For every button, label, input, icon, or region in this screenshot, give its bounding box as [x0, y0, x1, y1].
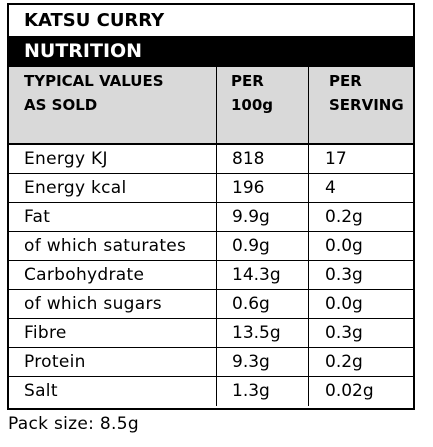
row-saturates-serving: 0.0g — [309, 232, 413, 261]
row-fat-label: Fat — [9, 203, 217, 232]
row-energy-kj-label: Energy KJ — [9, 145, 217, 174]
row-energy-kcal-per100: 196 — [217, 174, 309, 203]
pack-size: Pack size: 8.5g — [8, 414, 139, 434]
header-per-100g: PER 100g — [217, 67, 309, 145]
row-salt-serving: 0.02g — [325, 381, 374, 401]
row-fibre-label: Fibre — [9, 319, 217, 348]
row-carbohydrate-per100: 14.3g — [217, 261, 309, 290]
row-salt-label: Salt — [9, 377, 217, 406]
header-typical-values-line2: AS SOLD — [24, 96, 98, 114]
row-energy-kj-per100: 818 — [217, 145, 309, 174]
row-salt-per100: 1.3g — [217, 377, 309, 406]
row-fat-per100: 9.9g — [217, 203, 309, 232]
row-carbohydrate-serving: 0.3g — [309, 261, 413, 290]
product-title: KATSU CURRY — [9, 5, 413, 36]
header-per-serving-line2: SERVING — [329, 96, 404, 114]
nutrition-table: TYPICAL VALUES AS SOLD PER 100g PER SERV… — [9, 67, 413, 408]
header-typical-values: TYPICAL VALUES AS SOLD — [9, 67, 217, 145]
row-energy-kcal-label: Energy kcal — [9, 174, 217, 203]
header-per-100g-line1: PER — [231, 72, 264, 90]
row-protein-label: Protein — [9, 348, 217, 377]
row-sugars-serving: 0.0g — [309, 290, 413, 319]
row-fat-serving: 0.2g — [309, 203, 413, 232]
row-sugars-label: of which sugars — [9, 290, 217, 319]
row-energy-kcal-serving: 4 — [309, 174, 413, 203]
header-per-serving: PER SERVING — [309, 67, 413, 145]
row-carbohydrate-label: Carbohydrate — [9, 261, 217, 290]
header-per-serving-line1: PER — [329, 72, 362, 90]
nutrition-label: KATSU CURRY NUTRITION TYPICAL VALUES AS … — [7, 3, 415, 410]
row-saturates-label: of which saturates — [9, 232, 217, 261]
row-saturates-per100: 0.9g — [217, 232, 309, 261]
section-title: NUTRITION — [9, 36, 413, 67]
header-typical-values-line1: TYPICAL VALUES — [24, 72, 164, 90]
row-protein-per100: 9.3g — [217, 348, 309, 377]
row-sugars-per100: 0.6g — [217, 290, 309, 319]
row-protein-serving: 0.2g — [309, 348, 413, 377]
header-per-100g-line2: 100g — [231, 96, 274, 114]
row-energy-kj-serving: 17 — [309, 145, 413, 174]
row-fibre-per100: 13.5g — [217, 319, 309, 348]
row-fibre-serving: 0.3g — [309, 319, 413, 348]
